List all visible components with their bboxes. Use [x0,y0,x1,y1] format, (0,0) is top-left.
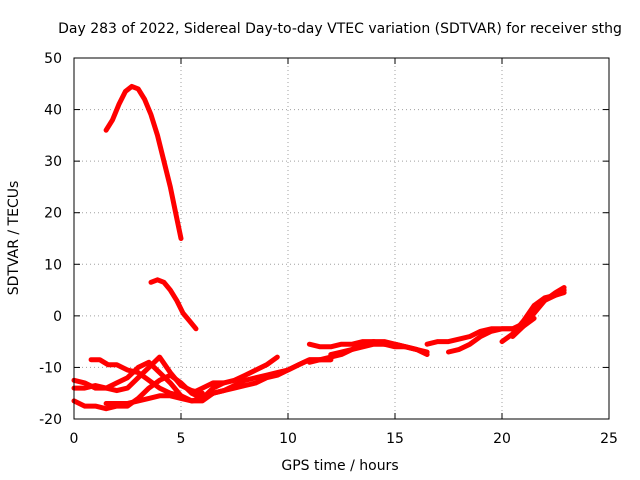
y-tick-label: 0 [53,309,62,325]
y-tick-label: 20 [44,206,62,222]
x-tick-label: 25 [600,431,618,447]
x-tick-label: 10 [279,431,297,447]
y-tick-label: 30 [44,154,62,170]
x-axis-label: GPS time / hours [281,458,398,474]
series-layer [71,83,567,412]
tick-labels: 0 5 10 15 20 25 -20 -10 0 10 20 30 40 50 [39,51,618,447]
y-axis-label: SDTVAR / TECUs [6,181,22,296]
y-tick-label: -10 [39,360,62,376]
series-line-arc-mid-day-3 [328,341,430,357]
series-line-arc-peak [103,83,184,241]
y-tick-label: -20 [39,412,62,428]
x-tick-label: 5 [177,431,186,447]
x-tick-label: 15 [386,431,404,447]
y-tick-label: 40 [44,103,62,119]
y-tick-label: 10 [44,257,62,273]
series-line-arc-rise-1 [189,354,280,396]
series-line-arc-low-d [71,359,184,399]
series-line-arc-rise-3 [199,357,334,401]
chart-title: Day 283 of 2022, Sidereal Day-to-day VTE… [58,21,622,37]
series-line-arc-late-4 [510,285,567,339]
x-tick-label: 20 [493,431,511,447]
plot-frame [73,57,610,420]
x-tick-label: 0 [70,431,79,447]
y-tick-label: 50 [44,51,62,67]
series-line-arc-mid [148,277,199,332]
